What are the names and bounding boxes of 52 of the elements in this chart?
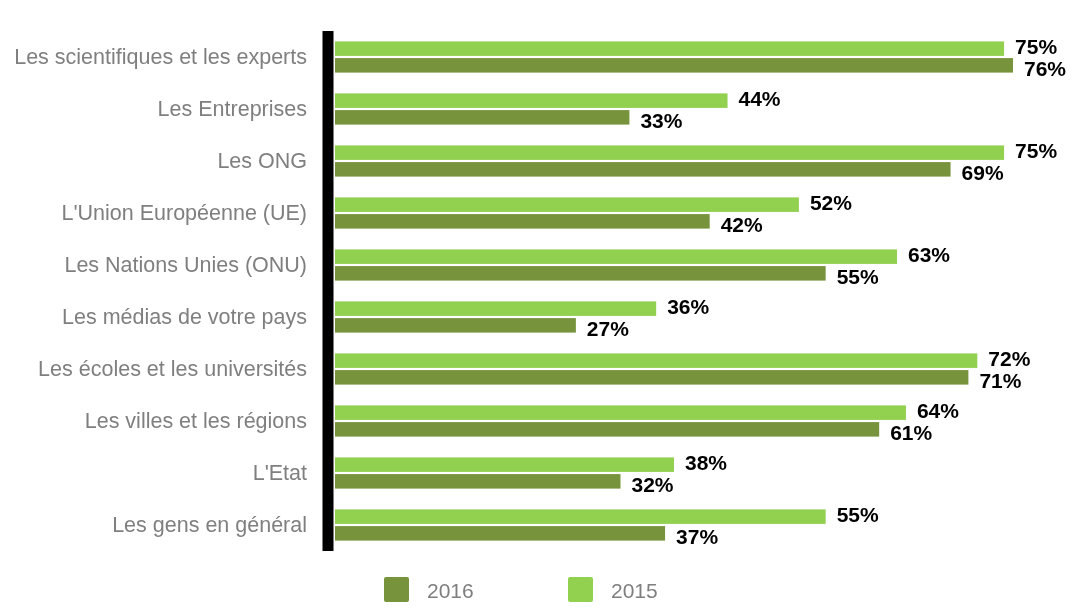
data-label: 63% bbox=[908, 242, 951, 266]
data-label: 76% bbox=[1024, 56, 1067, 80]
legend-label: 2015 bbox=[611, 578, 658, 602]
y-tick-label: L'Union Européenne (UE) bbox=[61, 201, 307, 225]
bar bbox=[335, 93, 728, 108]
legend-label: 2016 bbox=[427, 578, 474, 602]
bar bbox=[335, 318, 576, 333]
y-tick-label: Les écoles et les universités bbox=[38, 357, 307, 381]
y-tick-label: Les villes et les régions bbox=[84, 409, 307, 433]
bar bbox=[335, 301, 657, 316]
bar bbox=[335, 214, 710, 229]
bar bbox=[335, 249, 898, 264]
data-label: 64% bbox=[916, 398, 960, 422]
bar bbox=[335, 526, 666, 541]
data-label: 75% bbox=[1015, 138, 1058, 162]
data-label: 44% bbox=[738, 86, 781, 110]
bar bbox=[335, 110, 630, 125]
data-label: 52% bbox=[809, 190, 853, 214]
bar bbox=[335, 266, 826, 281]
data-label: 71% bbox=[979, 368, 1022, 392]
bar bbox=[335, 457, 674, 472]
y-tick-label: L'Etat bbox=[252, 461, 308, 485]
bar bbox=[335, 41, 1005, 56]
data-label: 55% bbox=[836, 502, 880, 526]
bar bbox=[335, 353, 978, 368]
data-label: 37% bbox=[676, 524, 719, 548]
data-label: 69% bbox=[961, 160, 1004, 184]
bar bbox=[335, 58, 1013, 73]
y-tick-label: Les ONG bbox=[217, 149, 307, 173]
y-tick-label: Les gens en général bbox=[112, 513, 307, 537]
data-label: 38% bbox=[685, 450, 728, 474]
y-tick-label: Les médias de votre pays bbox=[62, 305, 307, 329]
y-tick-label: Les Entreprises bbox=[157, 97, 307, 121]
bar bbox=[335, 422, 880, 437]
bar bbox=[335, 509, 826, 524]
bar bbox=[335, 474, 621, 489]
bar bbox=[335, 162, 951, 177]
bar bbox=[335, 370, 969, 385]
data-label: 55% bbox=[836, 264, 880, 288]
data-label: 33% bbox=[640, 108, 683, 132]
data-label: 36% bbox=[667, 294, 710, 318]
data-label: 72% bbox=[988, 346, 1031, 370]
data-label: 75% bbox=[1015, 34, 1058, 58]
y-tick-label: Les Nations Unies (ONU) bbox=[64, 253, 307, 277]
data-label: 27% bbox=[586, 316, 630, 340]
bar bbox=[335, 197, 799, 212]
data-label: 61% bbox=[890, 420, 933, 444]
data-label: 32% bbox=[631, 472, 674, 496]
bar bbox=[335, 145, 1005, 160]
data-label: 42% bbox=[720, 212, 764, 236]
bar bbox=[335, 405, 906, 420]
y-tick-label: Les scientifiques et les experts bbox=[14, 45, 307, 69]
